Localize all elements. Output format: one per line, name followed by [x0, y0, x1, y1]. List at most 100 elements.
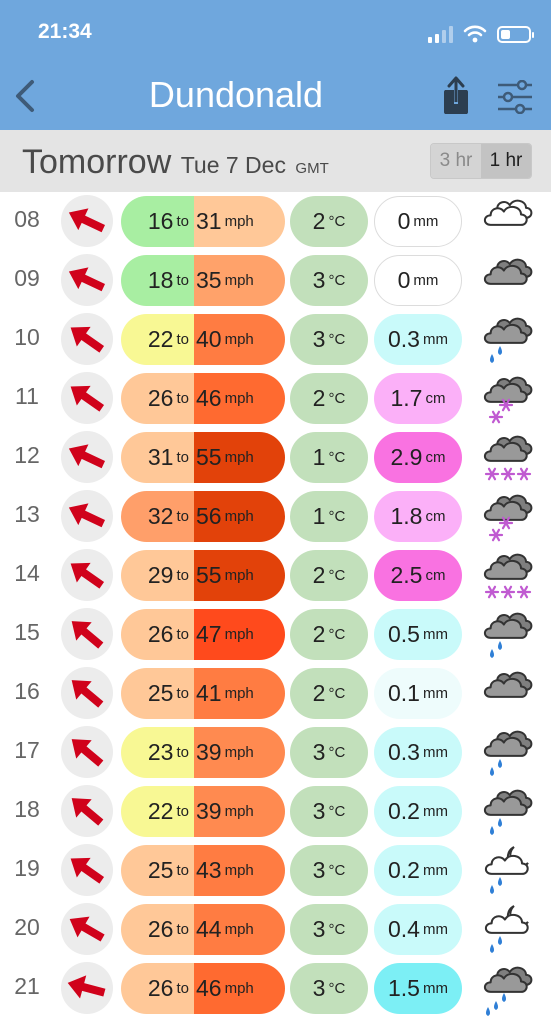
- wind-direction-badge: [61, 844, 113, 896]
- wind-unit: mph: [224, 862, 254, 879]
- precipitation-value: 1.7: [390, 385, 423, 411]
- wind-arrow-icon: [67, 975, 106, 999]
- forecast-row: 13 32 to 56 mph 1 °C 1.8 cm: [0, 487, 551, 546]
- wind-arrow-icon: [71, 680, 104, 708]
- wind-arrow-icon: [68, 444, 106, 469]
- temperature-pill: 2 °C: [290, 668, 368, 719]
- precipitation-value: 0.5: [388, 621, 420, 647]
- heavy-snow-cloud-icon: [483, 553, 533, 599]
- wind-to-label: to: [176, 567, 189, 584]
- wind-to-label: to: [176, 803, 189, 820]
- status-time: 21:34: [38, 20, 92, 43]
- row-hour: 19: [14, 855, 40, 881]
- wind-max: 46 mph: [194, 963, 285, 1014]
- day-header: Tomorrow Tue 7 Dec GMT 3 hr 1 hr: [0, 130, 551, 192]
- forecast-row: 17 23 to 39 mph 3 °C 0.3 mm: [0, 723, 551, 782]
- toggle-3hr[interactable]: 3 hr: [431, 144, 481, 178]
- wind-min-value: 16: [147, 208, 174, 234]
- wind-max-value: 46: [196, 385, 222, 411]
- wind-speed-pill: 26 to 46 mph: [121, 963, 285, 1014]
- heavy-rain-cloud-icon: [483, 966, 533, 1016]
- wind-max: 55 mph: [194, 550, 285, 601]
- wind-min: 22 to: [121, 786, 194, 837]
- wind-max: 44 mph: [194, 904, 285, 955]
- wind-direction-badge: [61, 372, 113, 424]
- temperature-value: 3: [312, 739, 326, 765]
- wind-min: 32 to: [121, 491, 194, 542]
- wind-min-value: 26: [147, 916, 174, 942]
- precipitation-value: 0: [397, 267, 411, 293]
- wind-direction-badge: [61, 903, 113, 955]
- wind-unit: mph: [224, 626, 254, 643]
- temperature-unit: °C: [328, 449, 346, 466]
- wind-arrow-icon: [71, 621, 104, 649]
- wind-max-value: 46: [196, 975, 222, 1001]
- temperature-value: 2: [312, 621, 326, 647]
- chevron-left-icon: [16, 80, 34, 112]
- row-hour: 14: [14, 560, 40, 586]
- row-hour: 18: [14, 796, 40, 822]
- wind-max-value: 55: [196, 562, 222, 588]
- share-button[interactable]: [440, 76, 472, 116]
- wind-unit: mph: [224, 390, 254, 407]
- temperature-pill: 3 °C: [290, 786, 368, 837]
- temperature-unit: °C: [328, 272, 346, 289]
- wind-min: 25 to: [121, 845, 194, 896]
- wind-arrow-icon: [68, 208, 106, 233]
- temperature-unit: °C: [328, 803, 346, 820]
- wind-direction-badge: [61, 431, 113, 483]
- precipitation-pill: 1.8 cm: [374, 491, 462, 542]
- precipitation-pill: 0.1 mm: [374, 668, 462, 719]
- temperature-value: 2: [312, 680, 326, 706]
- precipitation-unit: cm: [425, 390, 446, 407]
- wind-to-label: to: [176, 272, 189, 289]
- wind-min-value: 26: [147, 385, 174, 411]
- wind-max-value: 47: [196, 621, 222, 647]
- precipitation-pill: 0 mm: [374, 255, 462, 306]
- precipitation-pill: 0.4 mm: [374, 904, 462, 955]
- precipitation-value: 0.3: [388, 739, 420, 765]
- temperature-value: 2: [312, 208, 326, 234]
- wind-speed-pill: 26 to 47 mph: [121, 609, 285, 660]
- temperature-pill: 2 °C: [290, 550, 368, 601]
- temperature-unit: °C: [328, 980, 346, 997]
- forecast-row: 16 25 to 41 mph 2 °C 0.1 mm: [0, 664, 551, 723]
- precipitation-value: 0.3: [388, 326, 420, 352]
- wind-min: 26 to: [121, 373, 194, 424]
- precipitation-unit: mm: [413, 272, 439, 289]
- wind-max-value: 40: [196, 326, 222, 352]
- wind-min-value: 26: [147, 621, 174, 647]
- temperature-value: 1: [312, 503, 326, 529]
- wind-unit: mph: [224, 272, 254, 289]
- wind-speed-pill: 25 to 41 mph: [121, 668, 285, 719]
- wind-arrow-icon: [70, 857, 105, 884]
- top-bar: 21:34 Dundonald: [0, 0, 551, 130]
- wind-to-label: to: [176, 331, 189, 348]
- precipitation-value: 0.1: [388, 680, 420, 706]
- wind-speed-pill: 23 to 39 mph: [121, 727, 285, 778]
- temperature-pill: 2 °C: [290, 373, 368, 424]
- precipitation-pill: 0 mm: [374, 196, 462, 247]
- wind-speed-pill: 25 to 43 mph: [121, 845, 285, 896]
- rain-cloud-icon: [483, 789, 533, 835]
- snow-cloud-icon: [483, 376, 533, 424]
- wind-max: 39 mph: [194, 727, 285, 778]
- precipitation-value: 0.2: [388, 857, 420, 883]
- dark-cloud-icon: [483, 258, 533, 285]
- night-rain-cloud-icon: [484, 905, 529, 953]
- settings-button[interactable]: [496, 79, 534, 115]
- forecast-row: 19 25 to 43 mph 3 °C 0.2 mm: [0, 841, 551, 900]
- toggle-1hr[interactable]: 1 hr: [481, 144, 531, 178]
- wind-unit: mph: [224, 685, 254, 702]
- wind-min: 18 to: [121, 255, 194, 306]
- wind-to-label: to: [176, 213, 189, 230]
- row-hour: 11: [15, 383, 39, 409]
- forecast-row: 10 22 to 40 mph 3 °C 0.3 mm: [0, 310, 551, 369]
- back-button[interactable]: [6, 70, 46, 122]
- temperature-value: 3: [312, 975, 326, 1001]
- wind-max-value: 41: [196, 680, 222, 706]
- wind-min-value: 23: [147, 739, 174, 765]
- row-hour: 08: [14, 206, 40, 232]
- wind-to-label: to: [176, 980, 189, 997]
- wind-unit: mph: [224, 803, 254, 820]
